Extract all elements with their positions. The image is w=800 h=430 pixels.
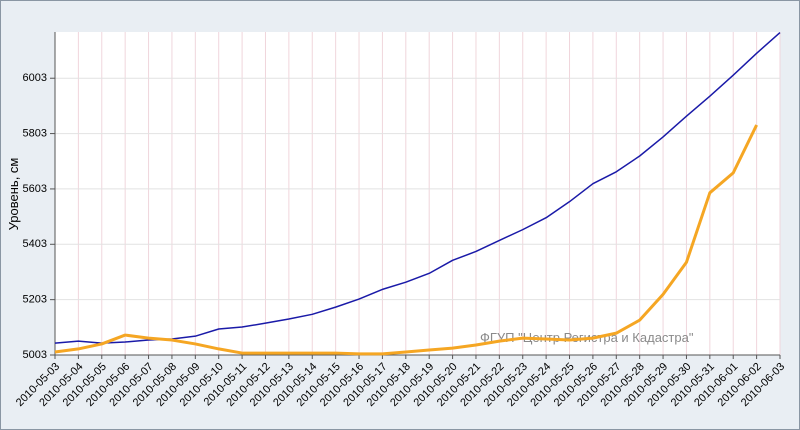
y-tick-label: 5003 bbox=[23, 349, 47, 361]
y-tick-label: 5203 bbox=[23, 294, 47, 306]
series-line bbox=[54, 124, 758, 356]
plot-area bbox=[55, 32, 780, 355]
series-line bbox=[54, 31, 781, 344]
y-axis-label: Уровень, см bbox=[6, 158, 21, 231]
y-tick-label: 5803 bbox=[23, 127, 47, 139]
y-tick-label: 6003 bbox=[23, 72, 47, 84]
y-tick-label: 5403 bbox=[23, 238, 47, 250]
y-tick-label: 5603 bbox=[23, 183, 47, 195]
